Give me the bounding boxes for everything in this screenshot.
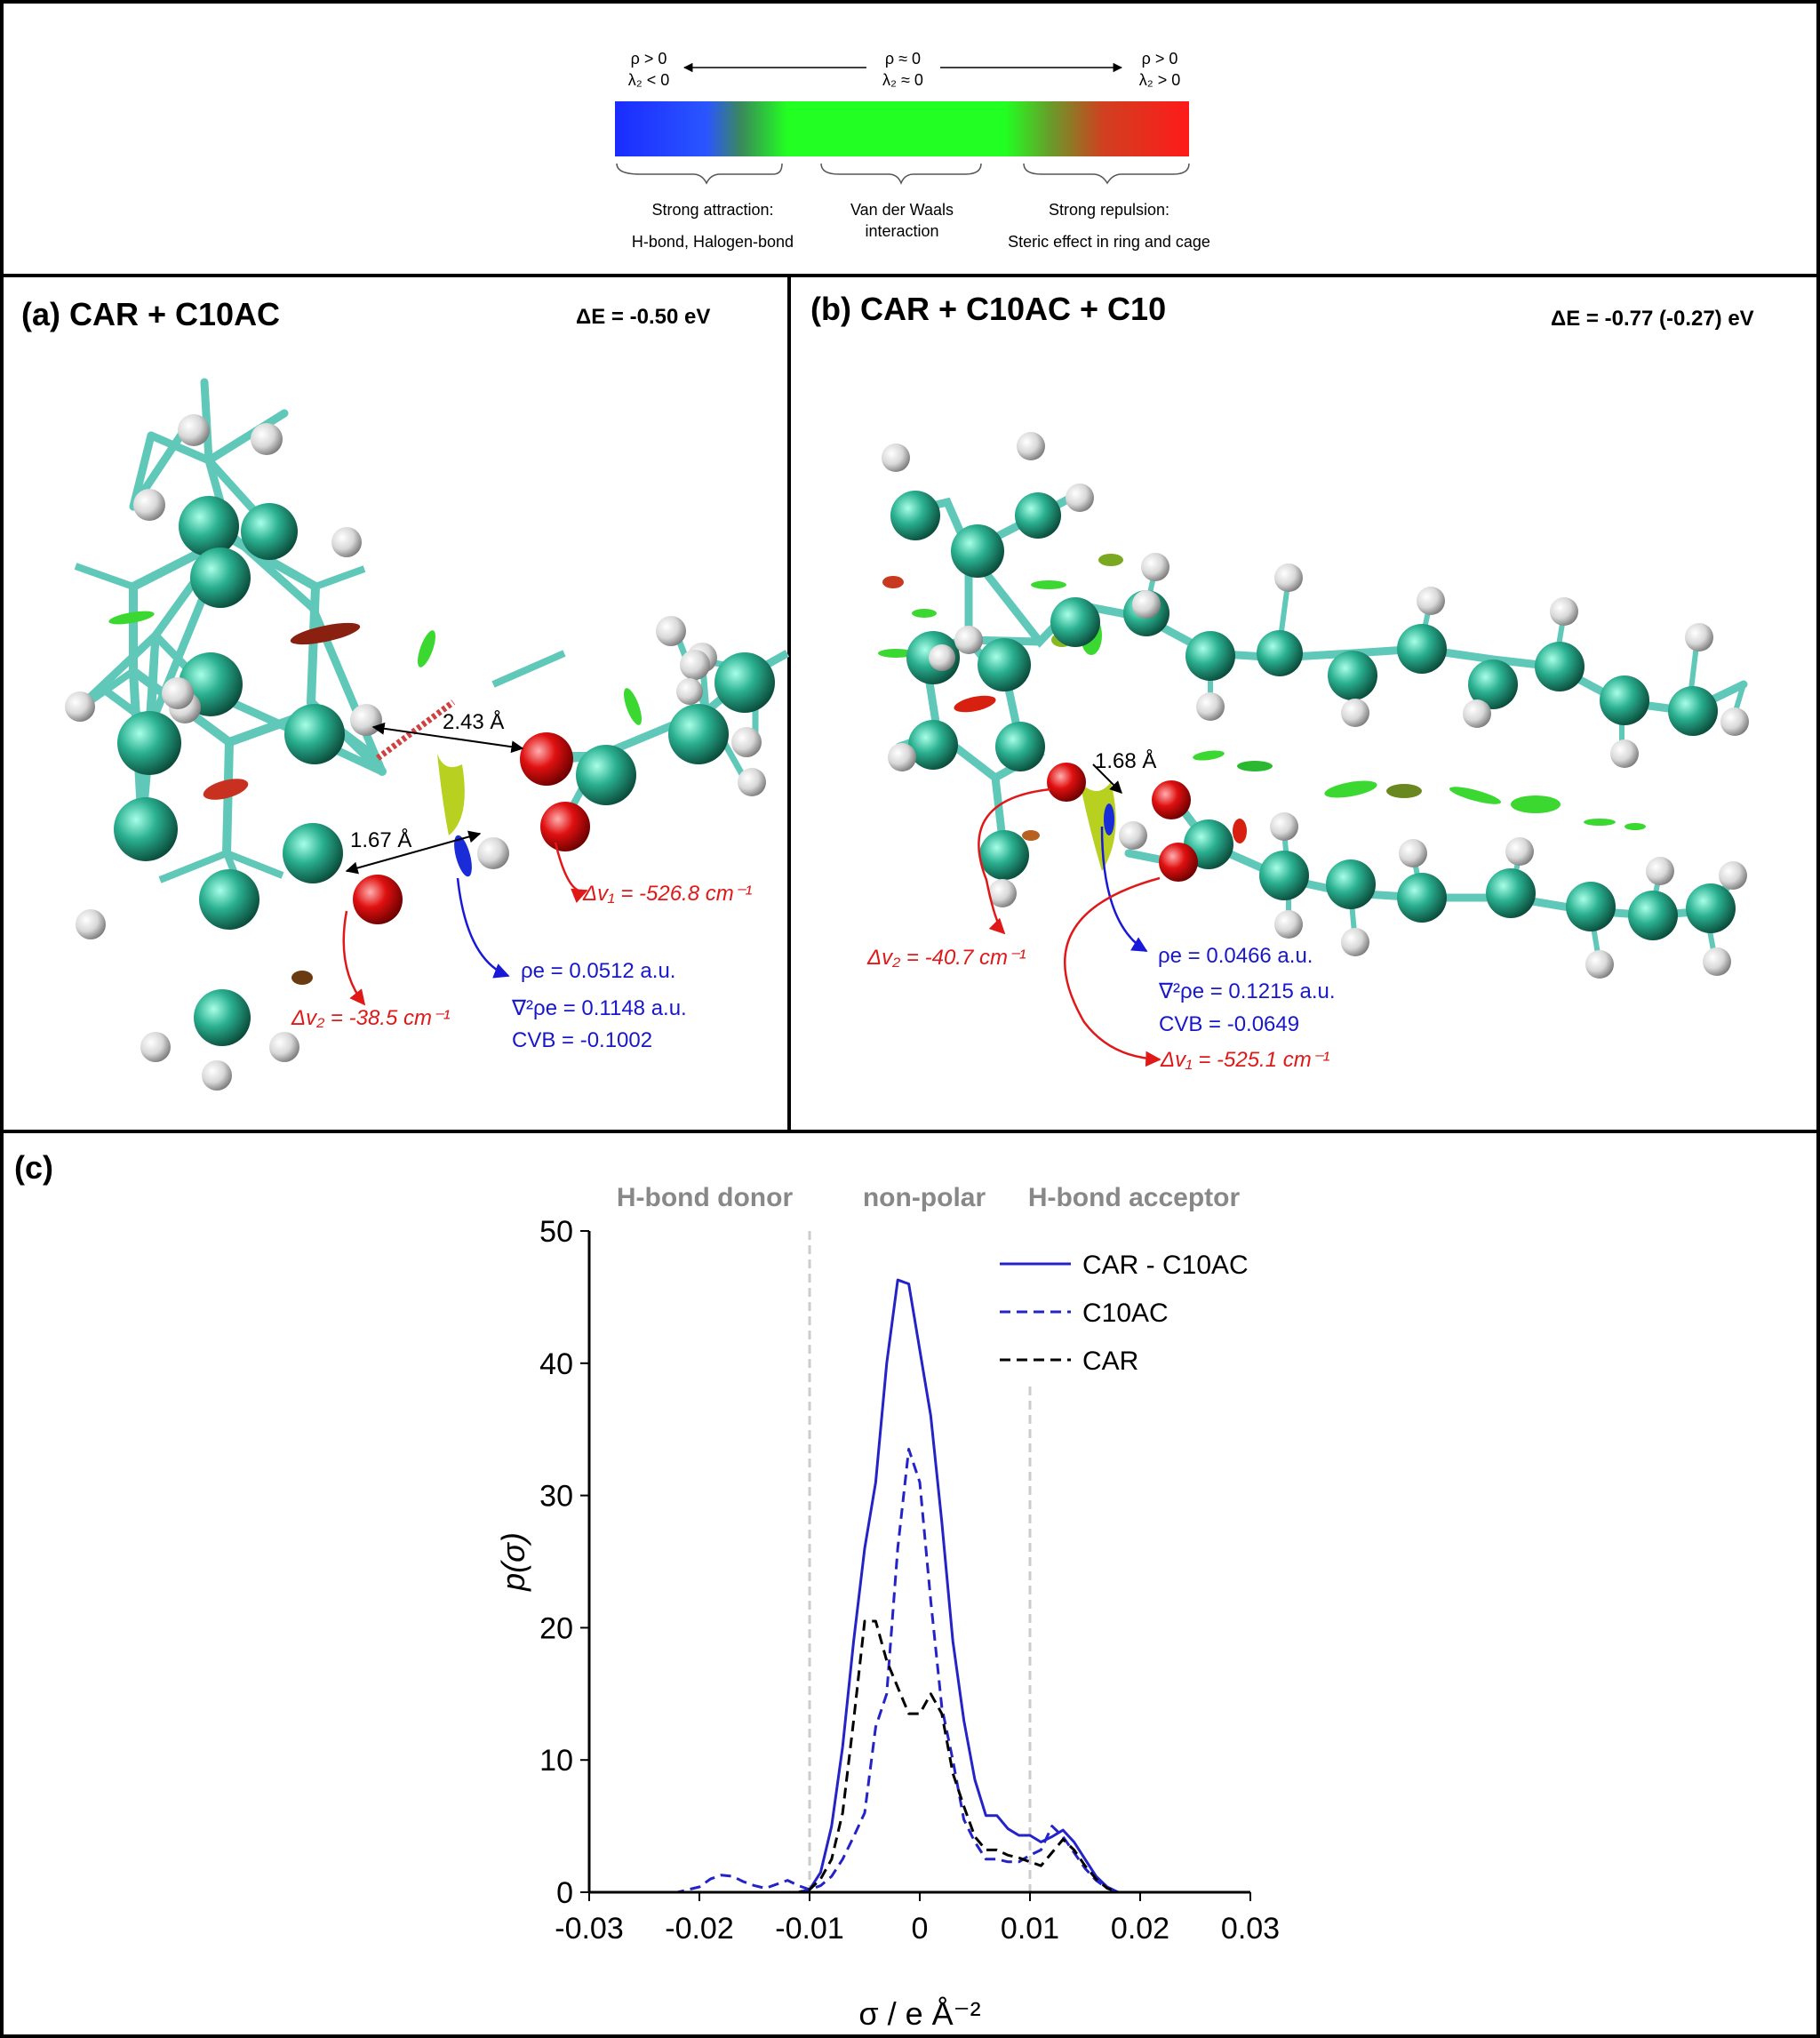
y-tick-label-1: 10 <box>539 1744 573 1778</box>
left-condition-2: λ₂ < 0 <box>628 71 670 89</box>
legend-label-2: CAR <box>1082 1347 1138 1376</box>
panel-b-laplacian: ∇²ρe = 0.1215 a.u. <box>1158 979 1336 1003</box>
panel-b-rho: ρe = 0.0466 a.u. <box>1158 944 1313 968</box>
region-label-acceptor: H-bond acceptor <box>1028 1183 1241 1212</box>
molecule-b <box>878 432 1749 1067</box>
nci-color-bar: ρ > 0 λ₂ < 0 ρ ≈ 0 λ₂ ≈ 0 ρ > 0 λ₂ > 0 S… <box>615 50 1210 251</box>
brace-right <box>1023 163 1190 185</box>
panel-b-delta-v1: Δv₁ = -525.1 cm⁻¹ <box>1160 1048 1329 1072</box>
middle-caption-1: Van der Waals <box>850 201 954 219</box>
x-tick-label-2: -0.01 <box>775 1912 844 1946</box>
panel-a-delta-e: ΔE = -0.50 eV <box>576 305 710 329</box>
axes: 0 10 20 30 40 50 -0.03 -0.02 -0.01 0 0.01 0.02 0.03 <box>539 1215 1280 1946</box>
y-axis-label: p(σ) <box>495 1532 531 1592</box>
y-tick-label-2: 20 <box>539 1611 573 1645</box>
molecule-a <box>65 378 790 1091</box>
series-line-1 <box>589 1448 1250 1894</box>
panel-a-delta-v2: Δv₂ = -38.5 cm⁻¹ <box>291 1006 451 1030</box>
panel-b-delta-e: ΔE = -0.77 (-0.27) eV <box>1551 307 1754 331</box>
right-condition-1: ρ > 0 <box>1142 50 1178 68</box>
y-tick-label-5: 50 <box>539 1215 573 1249</box>
series-line-0 <box>589 1278 1250 1894</box>
panel-c-label: (c) <box>14 1149 53 1186</box>
region-label-nonpolar: non-polar <box>863 1183 986 1212</box>
gradient-bar <box>615 101 1189 156</box>
panel-a: (a) CAR + C10AC ΔE = -0.50 eV <box>21 296 790 1091</box>
right-caption-2: Steric effect in ring and cage <box>1008 233 1210 251</box>
panel-a-delta-v1: Δv₁ = -526.8 cm⁻¹ <box>582 882 752 906</box>
series-line-2 <box>589 1619 1250 1894</box>
brace-left <box>616 163 783 185</box>
panel-a-distance-1: 2.43 Å <box>443 709 504 734</box>
middle-caption-2: interaction <box>865 222 938 240</box>
left-caption-2: H-bond, Halogen-bond <box>632 233 794 251</box>
x-tick-label-3: 0 <box>912 1912 929 1946</box>
region-label-donor: H-bond donor <box>617 1183 794 1212</box>
panel-a-cvb: CVB = -0.1002 <box>512 1028 652 1052</box>
x-tick-label-0: -0.03 <box>555 1912 624 1946</box>
middle-condition-2: λ₂ ≈ 0 <box>882 71 923 89</box>
y-tick-label-3: 30 <box>539 1480 573 1514</box>
legend-label-1: C10AC <box>1082 1299 1169 1328</box>
brace-middle <box>820 163 982 186</box>
panel-a-laplacian: ∇²ρe = 0.1148 a.u. <box>511 996 687 1020</box>
x-axis-label: σ / e Å⁻² <box>858 1995 980 2032</box>
legend: CAR - C10AC C10AC CAR <box>1000 1251 1249 1376</box>
left-condition-1: ρ > 0 <box>631 50 667 68</box>
middle-condition-1: ρ ≈ 0 <box>885 50 921 68</box>
panel-a-rho: ρe = 0.0512 a.u. <box>521 959 675 983</box>
panel-b-delta-v2: Δv₂ = -40.7 cm⁻¹ <box>866 946 1026 970</box>
legend-label-0: CAR - C10AC <box>1082 1251 1249 1280</box>
panel-c: (c) H-bond donor non-polar H-bond accept… <box>14 1149 1280 2032</box>
x-tick-label-5: 0.02 <box>1111 1912 1169 1946</box>
panel-a-title: (a) CAR + C10AC <box>21 296 280 332</box>
x-tick-label-6: 0.03 <box>1221 1912 1280 1946</box>
panel-b-cvb: CVB = -0.0649 <box>1159 1012 1299 1036</box>
panel-b-distance-1: 1.68 Å <box>1095 748 1156 773</box>
x-tick-label-4: 0.01 <box>1001 1912 1059 1946</box>
panel-b: (b) CAR + C10AC + C10 ΔE = -0.77 (-0.27)… <box>810 291 1754 1072</box>
left-caption-1: Strong attraction: <box>651 201 773 219</box>
vertical-markers <box>808 1231 1032 1892</box>
right-caption-1: Strong repulsion: <box>1049 201 1169 219</box>
x-tick-label-1: -0.02 <box>665 1912 734 1946</box>
y-tick-label-4: 40 <box>539 1347 573 1381</box>
panel-a-distance-2: 1.67 Å <box>350 827 411 852</box>
y-tick-label-0: 0 <box>556 1876 573 1910</box>
panel-b-title: (b) CAR + C10AC + C10 <box>810 291 1166 327</box>
right-condition-2: λ₂ > 0 <box>1139 71 1181 89</box>
series-lines <box>589 1278 1250 1894</box>
